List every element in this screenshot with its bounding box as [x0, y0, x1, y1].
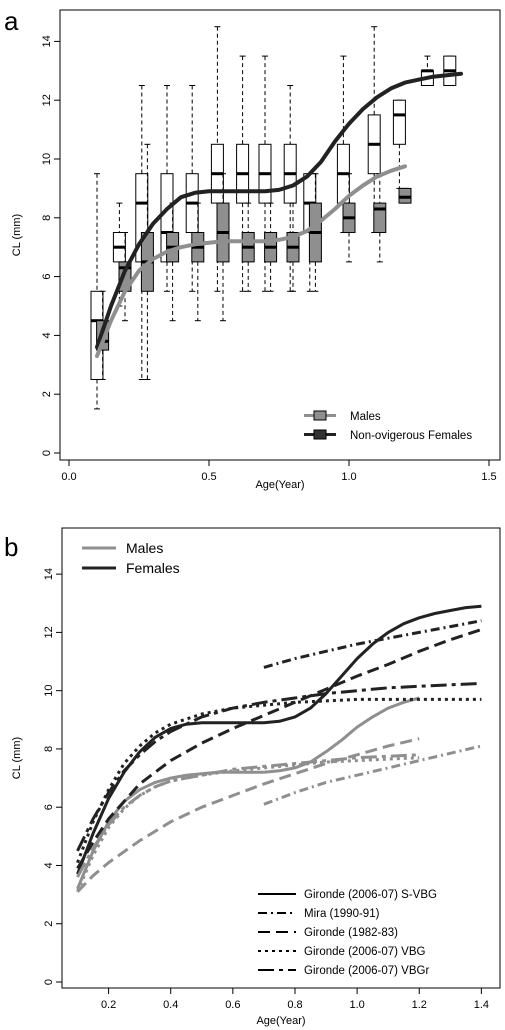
- growth-curve: [95, 164, 407, 358]
- growth-curve: [95, 71, 463, 350]
- y-tick-label: 12: [41, 94, 53, 106]
- x-tick-label: 0.6: [225, 999, 240, 1011]
- y-tick-label: 10: [41, 153, 53, 165]
- x-tick-label: 0.8: [287, 999, 302, 1011]
- legend-males-label: Males: [350, 411, 381, 423]
- legend-males-box: [313, 410, 327, 421]
- curve-males-gironde-2006-07-s-vbg: [76, 696, 420, 890]
- style-legend-label: Gironde (1982-83): [304, 927, 398, 939]
- x-tick-label: 0.4: [163, 999, 178, 1011]
- x-tick-label: 0.5: [201, 471, 216, 483]
- y-tick-label: 4: [41, 332, 53, 338]
- boxplot: [264, 202, 278, 292]
- curve-females-gironde-1982-83-: [76, 628, 482, 870]
- boxplot: [241, 202, 255, 292]
- panel-a-axes: 0.0 0.5 1.0 1.5 0 2 4 6 8 10 12 14: [41, 35, 497, 483]
- style-legend-label: Gironde (2006-07) S-VBG: [304, 889, 437, 901]
- curve-males-gironde-2006-07-vbgr: [76, 753, 420, 878]
- y-tick-label: 8: [41, 215, 53, 221]
- y-tick-label: 10: [43, 685, 55, 697]
- y-tick-label: 14: [41, 35, 53, 47]
- boxplot: [373, 173, 387, 263]
- boxplot: [258, 55, 272, 292]
- panel-b-growth-curves: [76, 604, 482, 893]
- panel-a-y-axis-title: CL (mm): [11, 214, 23, 256]
- curve-females-gironde-2006-07-vbgr: [76, 681, 482, 852]
- style-legend-label: Gironde (2006-07) VBGr: [304, 965, 429, 977]
- panel-b-axes: 0.2 0.4 0.6 0.8 1.0 1.2 1.4 0 2 4 6 8 10 12 14: [43, 568, 489, 1011]
- curve-males-mira-1990-91-: [263, 744, 482, 806]
- panel-b-letter: b: [4, 532, 18, 562]
- boxplot: [420, 55, 434, 87]
- curve-males-gironde-2006-07-vbg: [76, 756, 420, 893]
- boxplot: [367, 26, 381, 233]
- y-tick-label: 8: [43, 746, 55, 752]
- boxplot: [286, 202, 300, 292]
- panel-b-y-axis-title: CL (mm): [11, 737, 23, 779]
- boxplot: [398, 187, 412, 204]
- x-tick-label: 1.0: [349, 999, 364, 1011]
- panel-a: a 0.0 0.5 1.0 1.5 0 2 4 6 8 10 12 14 Age(Year) CL (…: [4, 6, 501, 491]
- x-tick-label: 0.2: [101, 999, 116, 1011]
- x-tick-label: 1.2: [412, 999, 427, 1011]
- style-legend-label: Mira (1990-91): [304, 908, 380, 920]
- x-tick-label: 1.5: [481, 471, 496, 483]
- curve-males-gironde-1982-83-: [76, 737, 420, 893]
- panel-b: b 0.2 0.4 0.6 0.8 1.0 1.2 1.4 0 2 4 6 8 10 12 14 Age(Y…: [4, 527, 501, 1027]
- panel-b-x-axis-title: Age(Year): [256, 1015, 305, 1027]
- y-tick-label: 0: [41, 450, 53, 456]
- x-tick-label: 0.0: [61, 471, 76, 483]
- box: [392, 99, 406, 145]
- panel-a-x-axis-title: Age(Year): [255, 479, 304, 491]
- legend-females-box: [313, 429, 327, 440]
- legend-females-label: Non-ovigerous Females: [350, 430, 472, 442]
- y-tick-label: 2: [41, 391, 53, 397]
- panel-b-color-legend: Males Females: [82, 540, 180, 576]
- curve-females-gironde-2006-07-s-vbg: [76, 604, 482, 875]
- boxplot: [236, 55, 250, 292]
- legend-males-label-b: Males: [126, 540, 163, 556]
- y-tick-label: 4: [43, 862, 55, 868]
- boxplot: [308, 173, 322, 292]
- boxplot: [216, 173, 230, 322]
- legend-females-label-b: Females: [126, 560, 180, 576]
- panel-b-plot-frame: [61, 527, 501, 989]
- curve-females-gironde-2006-07-vbg: [76, 697, 482, 864]
- style-legend-label: Gironde (2006-07) VBG: [304, 946, 426, 958]
- boxplot: [443, 55, 457, 86]
- panel-a-plot-frame: [59, 9, 501, 461]
- boxplot: [191, 202, 205, 322]
- boxplot: [392, 99, 406, 189]
- x-tick-label: 1.4: [474, 999, 489, 1011]
- y-tick-label: 2: [43, 921, 55, 927]
- x-tick-label: 1.0: [341, 471, 356, 483]
- y-tick-label: 6: [41, 274, 53, 280]
- panel-b-style-legend: Gironde (2006-07) S-VBG Mira (1990-91) Gir…: [258, 889, 437, 977]
- panel-a-letter: a: [4, 6, 19, 36]
- y-tick-label: 12: [43, 626, 55, 638]
- panel-a-legend: Males Non-ovigerous Females: [304, 410, 472, 442]
- y-tick-label: 6: [43, 804, 55, 810]
- panel-a-growth-curves: [95, 71, 463, 358]
- curve-females-mira-1990-91-: [263, 619, 482, 669]
- y-tick-label: 0: [43, 979, 55, 985]
- y-tick-label: 14: [43, 568, 55, 580]
